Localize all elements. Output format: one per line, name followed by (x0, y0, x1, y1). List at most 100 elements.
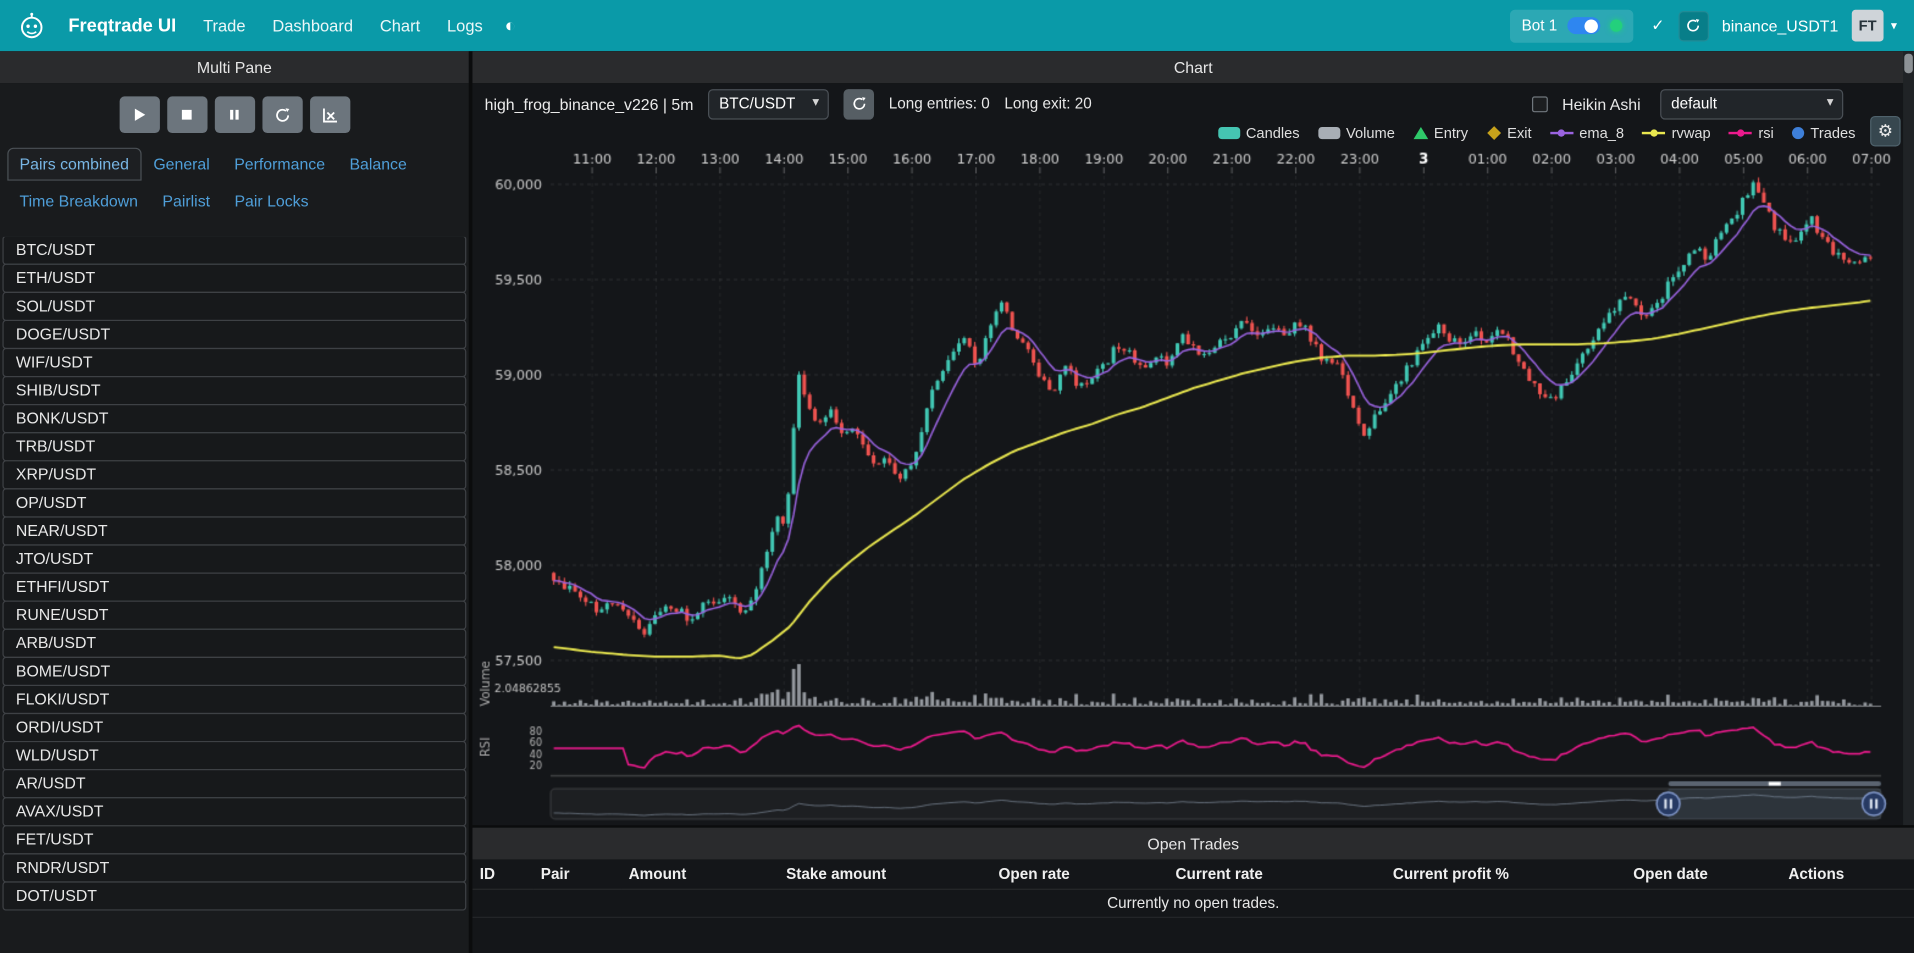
chart-refresh-button[interactable] (843, 88, 875, 120)
bot-exchange-label: binance_USDT1 (1721, 16, 1839, 35)
pair-list-item[interactable]: JTO/USDT (2, 544, 467, 574)
pair-list-item[interactable]: WIF/USDT (2, 347, 467, 378)
multi-pane-header: Multi Pane (0, 51, 469, 84)
pair-list-item[interactable]: AR/USDT (2, 769, 467, 799)
table-column-header[interactable]: Current rate (1168, 859, 1386, 890)
bot-selector[interactable]: Bot 1 (1510, 9, 1633, 43)
pair-list-item[interactable]: TRB/USDT (2, 432, 467, 462)
play-icon (134, 108, 146, 121)
pair-list-item[interactable]: FET/USDT (2, 825, 467, 855)
table-column-header[interactable]: Pair (533, 859, 622, 890)
top-navbar: Freqtrade UI Trade Dashboard Chart Logs ◐ B… (0, 0, 1914, 52)
pair-list-item[interactable]: DOT/USDT (2, 881, 467, 911)
refresh-button[interactable] (1677, 10, 1709, 41)
stop-icon (181, 109, 192, 120)
nav-link[interactable]: Dashboard (272, 16, 353, 35)
pair-list-item[interactable]: DOGE/USDT (2, 319, 467, 350)
legend-label: Exit (1507, 124, 1532, 142)
pair-list-item[interactable]: ORDI/USDT (2, 712, 467, 743)
pane-tab[interactable]: Balance (337, 148, 419, 181)
table-column-header[interactable]: Open date (1625, 859, 1782, 890)
start-button[interactable] (119, 96, 160, 134)
table-column-header[interactable]: ID (472, 859, 534, 890)
pair-list-item[interactable]: ETHFI/USDT (2, 572, 467, 602)
legend-swatch-icon (1549, 127, 1574, 139)
plot-settings-button[interactable]: ⚙ (1870, 115, 1901, 147)
pane-tab[interactable]: Performance (222, 148, 337, 181)
legend-label: ema_8 (1579, 124, 1625, 142)
pane-tabs: Pairs combined General Performance Balance T… (0, 133, 469, 217)
legend-item[interactable]: Entry (1413, 125, 1468, 142)
pane-tab[interactable]: Pair Locks (222, 184, 321, 217)
legend-item[interactable]: Exit (1486, 124, 1532, 142)
pair-list-item[interactable]: RUNE/USDT (2, 600, 467, 630)
legend-item[interactable]: rsi (1729, 125, 1774, 142)
legend-item[interactable]: ema_8 (1549, 124, 1625, 142)
bot-toggle[interactable] (1566, 17, 1600, 35)
candlestick-chart-canvas[interactable] (478, 146, 1895, 826)
legend-item[interactable]: Trades (1792, 125, 1855, 142)
pair-list-item[interactable]: SHIB/USDT (2, 375, 467, 406)
pair-list-item[interactable]: WLD/USDT (2, 740, 467, 771)
pause-button[interactable] (214, 96, 255, 134)
pair-list-item[interactable]: RNDR/USDT (2, 853, 467, 883)
chart-legend: Candles Volume Entry (472, 120, 1914, 147)
gear-icon: ⚙ (1877, 120, 1894, 141)
heikin-ashi-checkbox[interactable] (1531, 95, 1548, 112)
legend-label: Candles (1245, 124, 1300, 142)
pair-list: BTC/USDT ETH/USDT SOL/USDT DOGE/USDT WIF/USD… (0, 236, 469, 911)
check-icon: ✓ (1651, 15, 1665, 35)
pair-list-item[interactable]: BOME/USDT (2, 656, 467, 687)
stop-button[interactable] (166, 96, 207, 134)
chart-scrollbar-thumb[interactable] (1904, 53, 1913, 74)
legend-item[interactable]: Volume (1317, 124, 1395, 142)
table-empty-row: Currently no open trades. (472, 889, 1914, 918)
legend-item[interactable]: Candles (1217, 124, 1300, 142)
nav-link[interactable]: Trade (203, 16, 246, 35)
heikin-ashi-label: Heikin Ashi (1562, 94, 1641, 113)
reload-icon (275, 107, 289, 122)
theme-toggle-icon[interactable]: ◐ (504, 15, 516, 37)
pair-list-item[interactable]: BONK/USDT (2, 404, 467, 434)
pause-icon (230, 109, 239, 120)
legend-swatch-icon (1413, 126, 1428, 140)
pane-tab[interactable]: Time Breakdown (7, 184, 150, 217)
pair-select[interactable]: BTC/USDT (708, 88, 829, 120)
pair-list-item[interactable]: AVAX/USDT (2, 797, 467, 827)
pair-list-item[interactable]: ETH/USDT (2, 263, 467, 293)
clear-signals-button[interactable] (309, 96, 350, 134)
reload-config-button[interactable] (261, 96, 303, 134)
pair-list-item[interactable]: SOL/USDT (2, 291, 467, 322)
pair-list-item[interactable]: OP/USDT (2, 488, 467, 518)
avatar[interactable]: FT (1851, 9, 1884, 42)
chart-toolbar: high_frog_binance_v226 | 5m BTC/USDT Lon… (472, 83, 1914, 120)
table-column-header[interactable]: Amount (621, 859, 779, 890)
pair-list-item[interactable]: ARB/USDT (2, 628, 467, 658)
plot-config-select[interactable]: default (1660, 88, 1844, 120)
pane-tab[interactable]: Pairlist (150, 184, 222, 217)
pane-tab[interactable]: General (141, 148, 222, 181)
freqtrade-logo-icon[interactable] (17, 11, 46, 40)
bot-controls (0, 83, 469, 134)
brand-title[interactable]: Freqtrade UI (68, 15, 177, 37)
empty-trades-message: Currently no open trades. (472, 889, 1914, 918)
pair-list-item[interactable]: XRP/USDT (2, 460, 467, 490)
table-column-header[interactable]: Current profit % (1385, 859, 1626, 890)
legend-item[interactable]: rvwap (1642, 125, 1711, 142)
nav-link[interactable]: Logs (447, 16, 483, 35)
pair-list-item[interactable]: NEAR/USDT (2, 516, 467, 546)
legend-label: Volume (1345, 124, 1395, 142)
strategy-label: high_frog_binance_v226 | 5m (484, 94, 694, 113)
pane-tab[interactable]: Pairs combined (7, 147, 142, 181)
user-menu[interactable]: FT ▾ (1851, 9, 1897, 42)
pair-list-item[interactable]: BTC/USDT (2, 236, 467, 265)
nav-link[interactable]: Chart (379, 16, 421, 35)
multi-pane-panel: Multi Pane Pairs co (0, 51, 473, 953)
legend-label: rsi (1758, 124, 1774, 142)
table-column-header[interactable]: Actions (1781, 859, 1914, 890)
legend-label: Trades (1810, 124, 1856, 142)
table-column-header[interactable]: Stake amount (778, 859, 992, 890)
pair-list-item[interactable]: FLOKI/USDT (2, 684, 467, 715)
chart-scrollbar[interactable] (1903, 51, 1914, 826)
table-column-header[interactable]: Open rate (991, 859, 1169, 890)
